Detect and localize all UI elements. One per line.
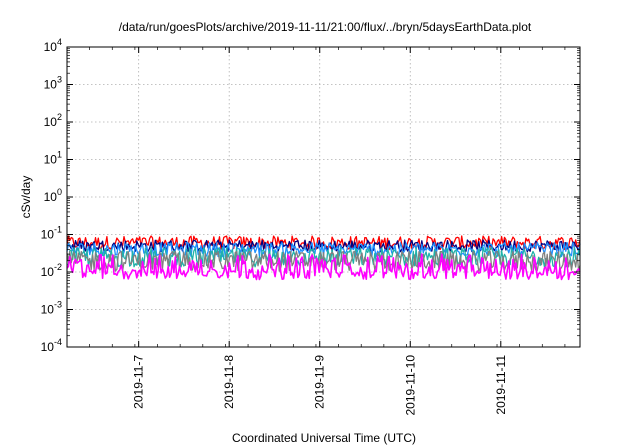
y-tick-label: 101 (44, 150, 62, 167)
y-tick-label: 103 (44, 75, 62, 92)
series-line (66, 253, 581, 281)
series-line (66, 239, 581, 253)
y-axis: 10-4 10-3 10-2 10-1 100 101 102 103 104 (41, 37, 580, 354)
x-tick-label: 2019-11-7 (132, 355, 146, 409)
x-tick-label: 2019-11-8 (222, 355, 236, 409)
chart-title: /data/run/goesPlots/archive/2019-11-11/2… (119, 20, 532, 34)
x-axis: 2019-11-7 2019-11-8 2019-11-9 2019-11-10 201… (66, 47, 566, 416)
x-tick-label: 2019-11-10 (403, 355, 417, 416)
y-tick-label: 104 (44, 37, 62, 54)
x-axis-label: Coordinated Universal Time (UTC) (232, 431, 416, 445)
y-tick-label: 102 (44, 112, 62, 129)
series-line (66, 250, 581, 272)
x-tick-label: 2019-11-9 (313, 355, 327, 409)
y-tick-label: 10-4 (41, 337, 62, 354)
y-tick-label: 10-3 (41, 300, 62, 317)
y-tick-label: 10-1 (41, 225, 62, 242)
series-group (66, 235, 581, 281)
x-tick-label: 2019-11-11 (494, 355, 508, 415)
y-tick-label: 100 (44, 187, 62, 204)
series-line (66, 235, 581, 251)
y-tick-label: 10-2 (41, 262, 62, 279)
y-axis-label: cSv/day (19, 176, 33, 219)
